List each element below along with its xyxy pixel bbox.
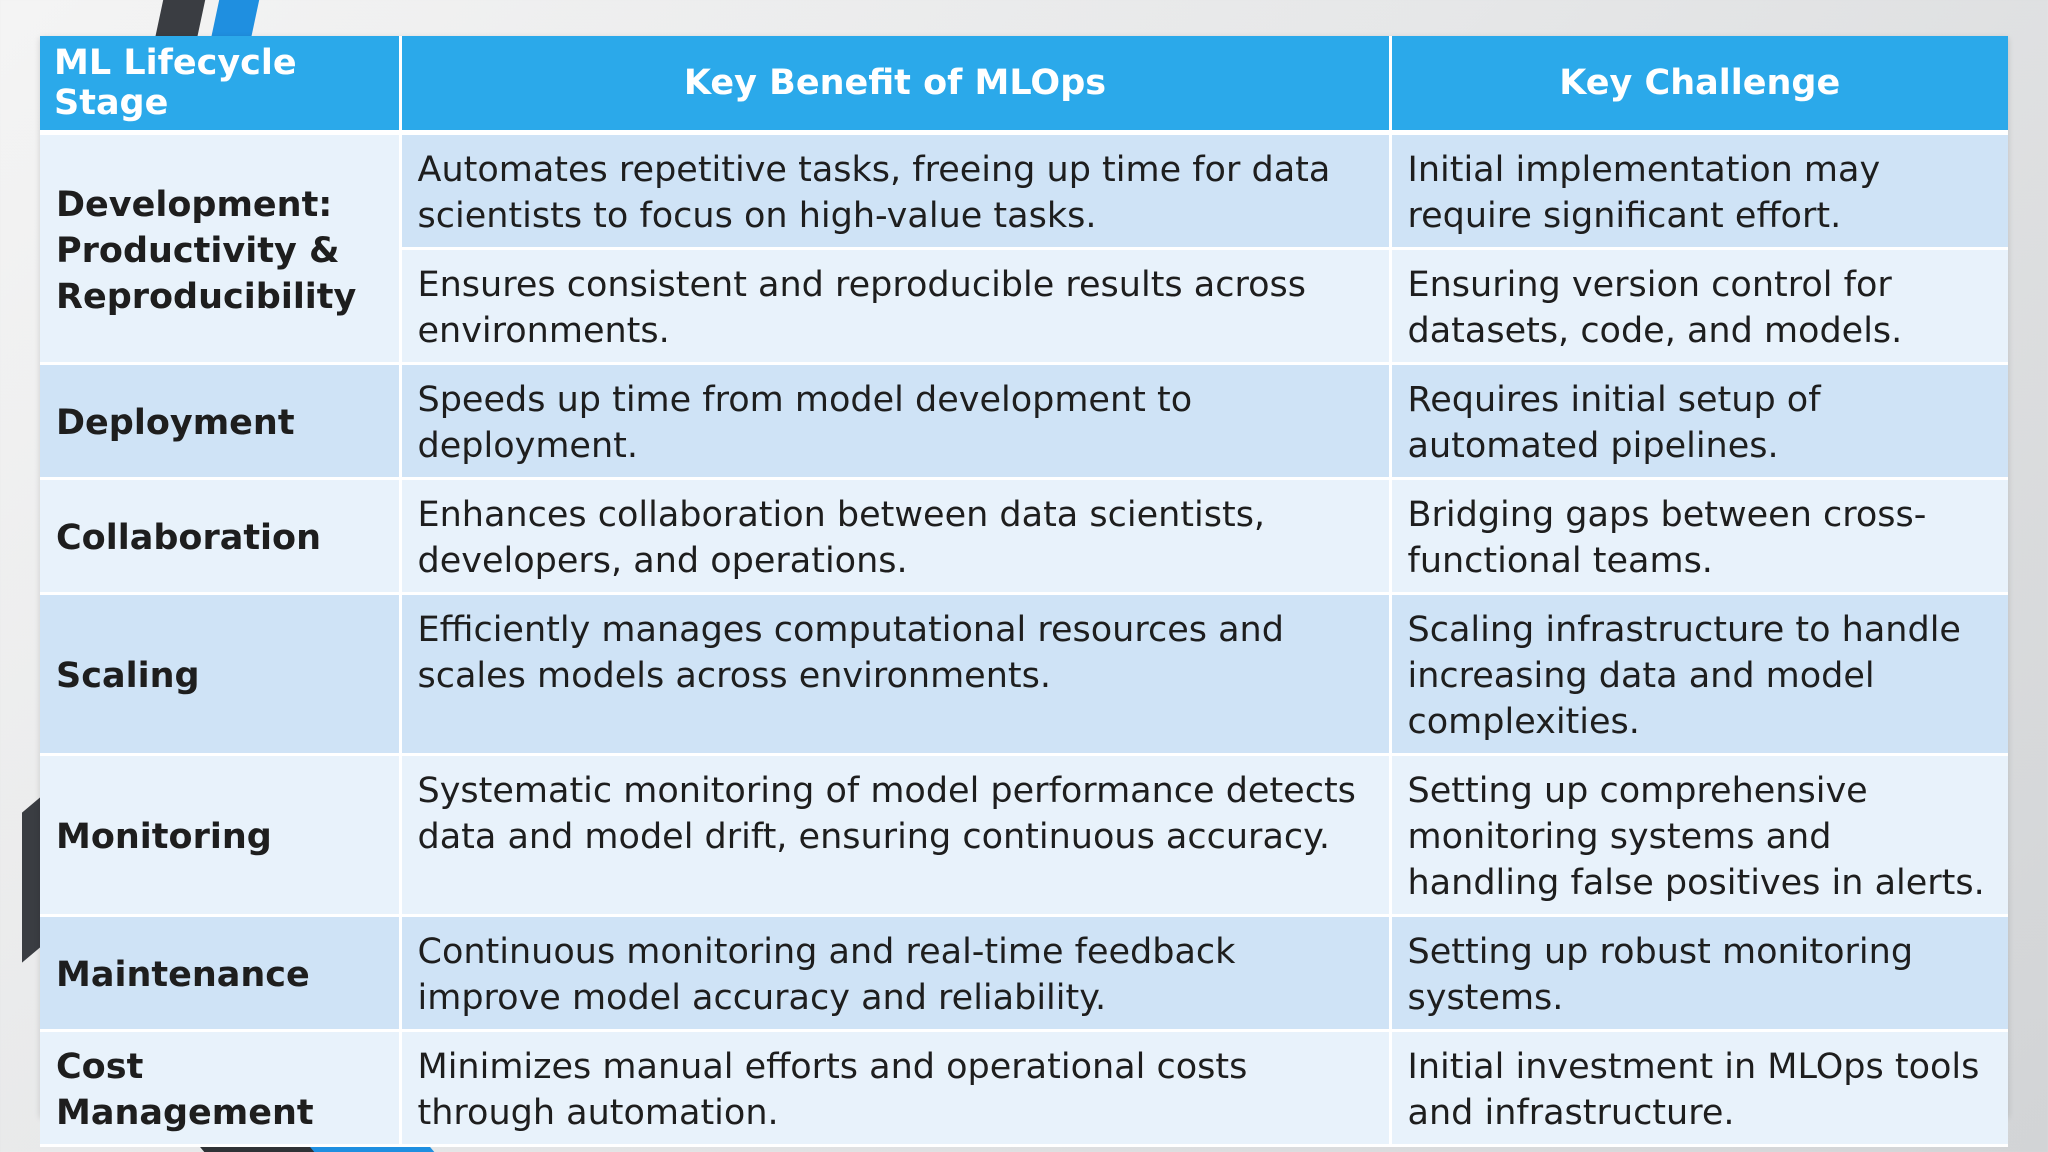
- benefit-cell: Automates repetitive tasks, freeing up t…: [400, 132, 1392, 250]
- benefit-cell: Continuous monitoring and real-time feed…: [400, 915, 1392, 1032]
- table-row: Maintenance Continuous monitoring and re…: [40, 915, 2008, 1032]
- header-stage: ML Lifecycle Stage: [40, 36, 402, 135]
- benefit-cell: Minimizes manual efforts and operational…: [400, 1030, 1392, 1147]
- benefit-cell: Systematic monitoring of model performan…: [400, 754, 1392, 917]
- stage-cell: Cost Management: [40, 1030, 402, 1147]
- table-row: Collaboration Enhances collaboration bet…: [40, 478, 2008, 595]
- challenge-cell: Setting up comprehensive monitoring syst…: [1390, 754, 2008, 917]
- mlops-lifecycle-table: ML Lifecycle Stage Key Benefit of MLOps …: [40, 36, 2008, 1147]
- header-benefit: Key Benefit of MLOps: [400, 36, 1392, 135]
- challenge-cell: Scaling infrastructure to handle increas…: [1390, 593, 2008, 756]
- table-header-row: ML Lifecycle Stage Key Benefit of MLOps …: [40, 36, 2008, 135]
- benefit-cell: Efficiently manages computational resour…: [400, 593, 1392, 756]
- decor-stripe-dark-top: [154, 0, 208, 40]
- challenge-cell: Bridging gaps between cross-functional t…: [1390, 478, 2008, 595]
- stage-cell: Deployment: [40, 363, 402, 480]
- stage-cell: Development: Productivity & Reproducibil…: [40, 132, 402, 365]
- challenge-cell: Initial implementation may require signi…: [1390, 132, 2008, 250]
- table-row: Ensures consistent and reproducible resu…: [40, 248, 2008, 365]
- table-row: Deployment Speeds up time from model dev…: [40, 363, 2008, 480]
- mlops-table-container: ML Lifecycle Stage Key Benefit of MLOps …: [40, 36, 2008, 1147]
- challenge-cell: Requires initial setup of automated pipe…: [1390, 363, 2008, 480]
- benefit-cell: Speeds up time from model development to…: [400, 363, 1392, 480]
- challenge-cell: Ensuring version control for datasets, c…: [1390, 248, 2008, 365]
- stage-cell: Maintenance: [40, 915, 402, 1032]
- stage-cell: Scaling: [40, 593, 402, 756]
- challenge-cell: Initial investment in MLOps tools and in…: [1390, 1030, 2008, 1147]
- stage-cell: Collaboration: [40, 478, 402, 595]
- table-row: Cost Management Minimizes manual efforts…: [40, 1030, 2008, 1147]
- benefit-cell: Enhances collaboration between data scie…: [400, 478, 1392, 595]
- challenge-cell: Setting up robust monitoring systems.: [1390, 915, 2008, 1032]
- table-row: Scaling Efficiently manages computationa…: [40, 593, 2008, 756]
- decor-stripe-blue-top: [210, 0, 262, 40]
- header-challenge: Key Challenge: [1390, 36, 2008, 135]
- table-row: Monitoring Systematic monitoring of mode…: [40, 754, 2008, 917]
- stage-cell: Monitoring: [40, 754, 402, 917]
- table-row: Development: Productivity & Reproducibil…: [40, 132, 2008, 365]
- benefit-cell: Ensures consistent and reproducible resu…: [400, 248, 1392, 365]
